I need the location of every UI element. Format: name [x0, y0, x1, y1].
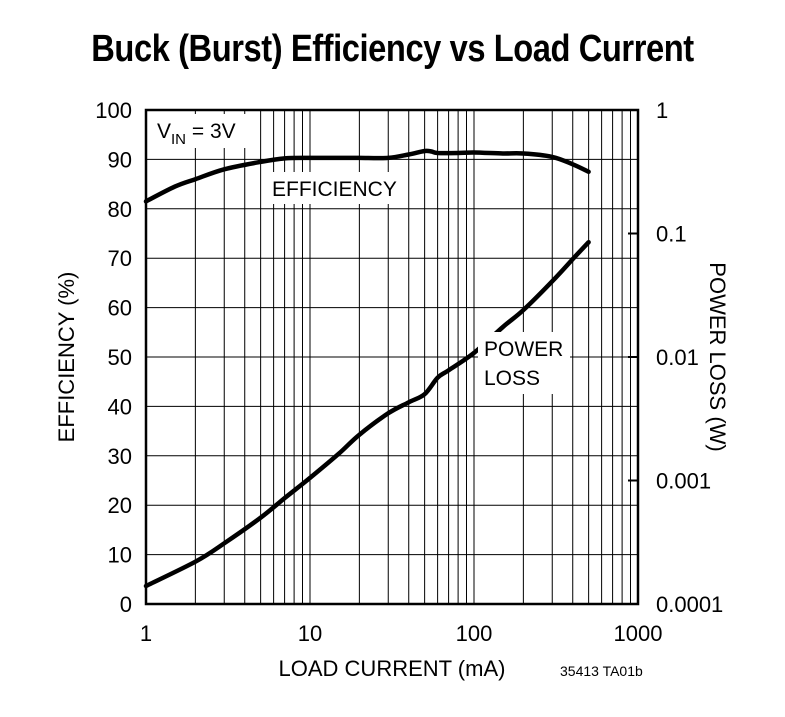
- y-right-tick-label: 0.1: [656, 222, 687, 247]
- y-axis-right-label: POWER LOSS (W): [705, 262, 730, 451]
- efficiency-label-bg: [266, 172, 400, 204]
- x-tick-label: 1000: [614, 621, 663, 646]
- x-tick-label: 1: [140, 621, 152, 646]
- condition-sub: IN: [171, 131, 186, 148]
- y-right-tick-label: 0.001: [656, 469, 711, 494]
- y-axis-left-label: EFFICIENCY (%): [54, 272, 79, 443]
- y-right-tick-label: 0.01: [656, 345, 699, 370]
- y-right-tick-label: 1: [656, 98, 668, 123]
- y-left-tick-label: 20: [108, 493, 132, 518]
- figure-code: 35413 TA01b: [560, 663, 643, 679]
- x-tick-label: 100: [456, 621, 493, 646]
- power-loss-label-bg: [478, 332, 570, 394]
- condition-label-bg: [150, 114, 254, 148]
- y-left-tick-label: 70: [108, 246, 132, 271]
- y-left-tick-label: 100: [95, 98, 132, 123]
- power-annotation: POWER: [484, 338, 563, 361]
- y-right-tick-label: 0.0001: [656, 592, 723, 617]
- loss-annotation: LOSS: [484, 367, 540, 390]
- series-layer: [143, 148, 591, 589]
- condition-label: VIN = 3V: [157, 120, 236, 148]
- y-left-tick-label: 80: [108, 197, 132, 222]
- y-left-tick-label: 0: [120, 592, 132, 617]
- y-left-tick-label: 60: [108, 296, 132, 321]
- tick-labels: 1 10 100 1000 0 10 20 30 40 50 60 70 80 90 100 0.0001 0.…: [95, 98, 723, 646]
- chart-title: Buck (Burst) Efficiency vs Load Current: [91, 28, 694, 70]
- condition-v: V: [157, 120, 171, 143]
- y-left-tick-label: 10: [108, 543, 132, 568]
- efficiency-annotation: EFFICIENCY: [272, 178, 397, 201]
- y-left-tick-label: 50: [108, 345, 132, 370]
- x-tick-label: 10: [298, 621, 322, 646]
- y-left-tick-label: 40: [108, 394, 132, 419]
- condition-rest: = 3V: [186, 120, 236, 143]
- y-left-tick-label: 90: [108, 147, 132, 172]
- x-axis-label: LOAD CURRENT (mA): [279, 656, 506, 681]
- series-line-efficiency: [143, 148, 591, 204]
- y-left-tick-label: 30: [108, 444, 132, 469]
- series-line-power-loss: [143, 239, 591, 589]
